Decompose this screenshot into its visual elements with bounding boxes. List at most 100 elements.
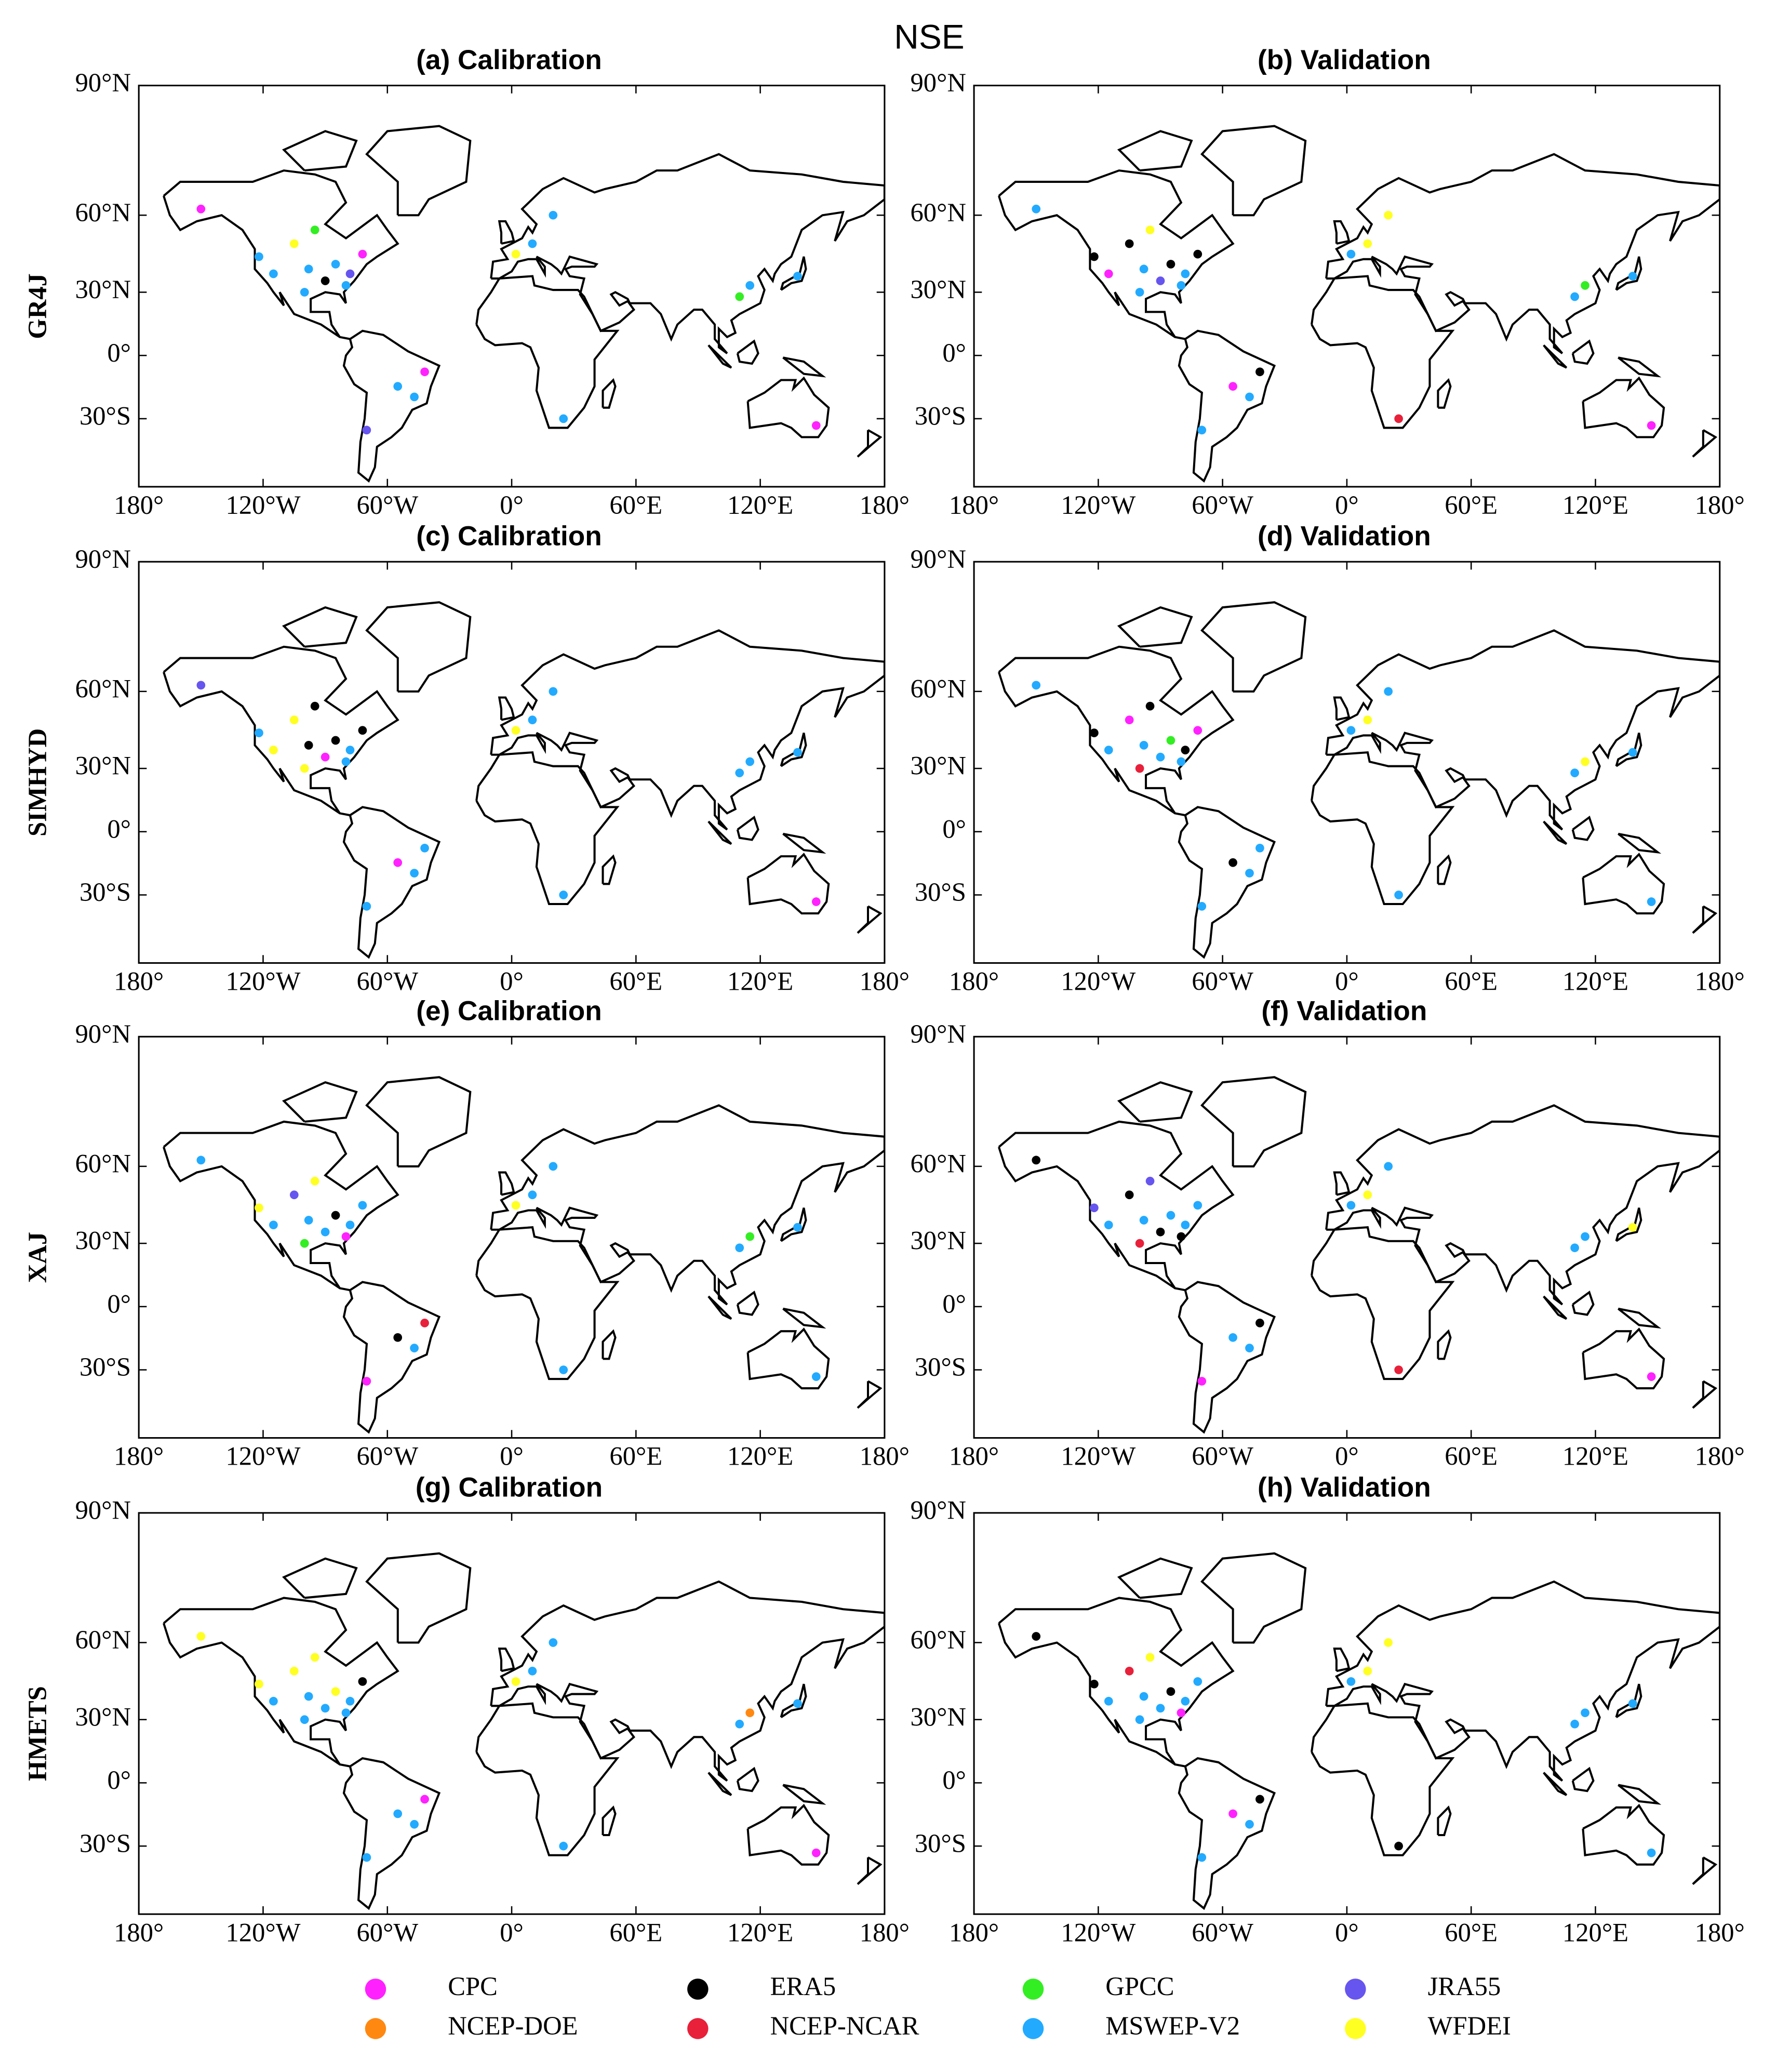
row-label: HMETS: [23, 1686, 52, 1781]
coastline: [163, 169, 399, 340]
y-tick-label: 30°N: [910, 1226, 966, 1255]
station-dot: [811, 1848, 821, 1857]
map-panel: (g) Calibration 180° 120°W 60°W 0° 60°E 120°E 1…: [75, 1472, 910, 1947]
coastline: [1618, 1784, 1662, 1805]
station-dot: [1363, 1666, 1372, 1676]
x-tick-label: 0°: [1335, 1918, 1359, 1947]
y-tick-label: 30°N: [75, 1702, 131, 1731]
coastline: [1117, 1557, 1193, 1599]
x-tick-label: 180°: [949, 1442, 999, 1471]
station-dot: [1125, 1666, 1134, 1676]
coastline: [282, 130, 358, 172]
legend-label: JRA55: [1428, 1972, 1501, 2001]
station-dot: [289, 1190, 299, 1200]
y-tick-label: 30°N: [75, 751, 131, 780]
station-dot: [1255, 1319, 1264, 1327]
x-tick-label: 180°: [949, 967, 999, 996]
y-tick-label: 60°N: [75, 1625, 131, 1654]
coastline: [490, 1104, 885, 1306]
station-dot: [793, 272, 802, 281]
station-dot: [1125, 1190, 1134, 1200]
station-dot: [1346, 1677, 1356, 1686]
station-dot: [1156, 276, 1165, 285]
y-tick-label: 90°N: [910, 68, 966, 97]
row-label: GR4J: [23, 273, 52, 339]
station-dot: [1193, 1201, 1203, 1210]
coastline: [163, 1120, 399, 1292]
station-dot: [528, 1666, 537, 1676]
station-dot: [559, 1841, 568, 1851]
x-tick-label: 180°: [949, 490, 999, 520]
station-dot: [549, 1162, 558, 1171]
coastline: [707, 1295, 732, 1320]
x-tick-label: 180°: [860, 1918, 910, 1947]
station-dot: [1384, 687, 1393, 696]
y-tick-label: 30°N: [910, 751, 966, 780]
x-tick-label: 60°W: [1192, 967, 1253, 996]
coastline: [1333, 1648, 1351, 1672]
coastline: [342, 329, 441, 483]
station-dot: [304, 741, 313, 750]
station-dot: [528, 1190, 537, 1200]
station-dot: [511, 1677, 520, 1686]
coastline: [365, 601, 472, 693]
coastline: [1325, 153, 1720, 354]
station-dot: [1581, 281, 1589, 290]
coastline: [490, 629, 885, 831]
coastline: [1615, 1683, 1642, 1719]
panel-title: (c) Calibration: [416, 521, 602, 552]
station-dot: [1255, 367, 1264, 377]
legend-label: WFDEI: [1428, 2011, 1511, 2040]
station-dot: [1090, 252, 1099, 261]
x-tick-label: 120°E: [1562, 1918, 1628, 1947]
coastline: [498, 220, 515, 245]
coastline: [1333, 220, 1351, 245]
coastline: [1692, 429, 1718, 458]
coastline: [1200, 1552, 1307, 1644]
station-dot: [362, 1853, 371, 1862]
station-dot: [1177, 1232, 1186, 1241]
station-dot: [1156, 1704, 1165, 1713]
coastline: [857, 1380, 883, 1409]
station-dot: [1394, 1841, 1403, 1851]
y-tick-label: 30°S: [79, 402, 131, 431]
station-dot: [420, 1319, 429, 1327]
coastline: [782, 1307, 826, 1329]
station-dot: [1228, 858, 1237, 867]
station-dot: [1228, 1333, 1237, 1342]
coastline: [1311, 1226, 1455, 1380]
map-panel: (b) Validation 180° 120°W 60°W 0° 60°E 120°E 18…: [910, 45, 1744, 520]
y-tick-label: 0°: [107, 814, 131, 843]
station-dot: [1245, 869, 1254, 878]
legend-swatch: [1022, 1978, 1044, 2000]
y-tick-label: 0°: [942, 338, 966, 367]
station-dot: [1363, 1190, 1372, 1200]
station-dot: [1647, 897, 1656, 906]
station-dot: [300, 1239, 309, 1248]
y-tick-label: 60°N: [75, 674, 131, 703]
station-dot: [331, 1211, 340, 1220]
station-dot: [345, 269, 355, 278]
y-tick-label: 60°N: [910, 198, 966, 227]
y-tick-label: 60°N: [910, 1149, 966, 1178]
station-dot: [1228, 382, 1237, 391]
station-dot: [269, 1696, 278, 1706]
station-dot: [1145, 701, 1155, 711]
station-dot: [1647, 1848, 1656, 1857]
station-dot: [304, 1216, 313, 1225]
coastline: [1200, 125, 1307, 217]
x-tick-label: 180°: [860, 967, 910, 996]
station-dot: [255, 1679, 263, 1689]
x-tick-label: 180°: [1695, 1918, 1745, 1947]
coastline: [1325, 629, 1720, 831]
station-dot: [393, 858, 403, 867]
x-tick-label: 120°E: [1562, 967, 1628, 996]
coastline: [282, 1081, 358, 1123]
y-tick-label: 60°N: [910, 1625, 966, 1654]
x-tick-label: 60°E: [609, 490, 662, 520]
coastline: [998, 645, 1235, 817]
coastline: [1615, 1207, 1642, 1242]
panel-title: (b) Validation: [1258, 45, 1431, 75]
station-dot: [289, 715, 299, 725]
legend-swatch: [1345, 1978, 1366, 2000]
